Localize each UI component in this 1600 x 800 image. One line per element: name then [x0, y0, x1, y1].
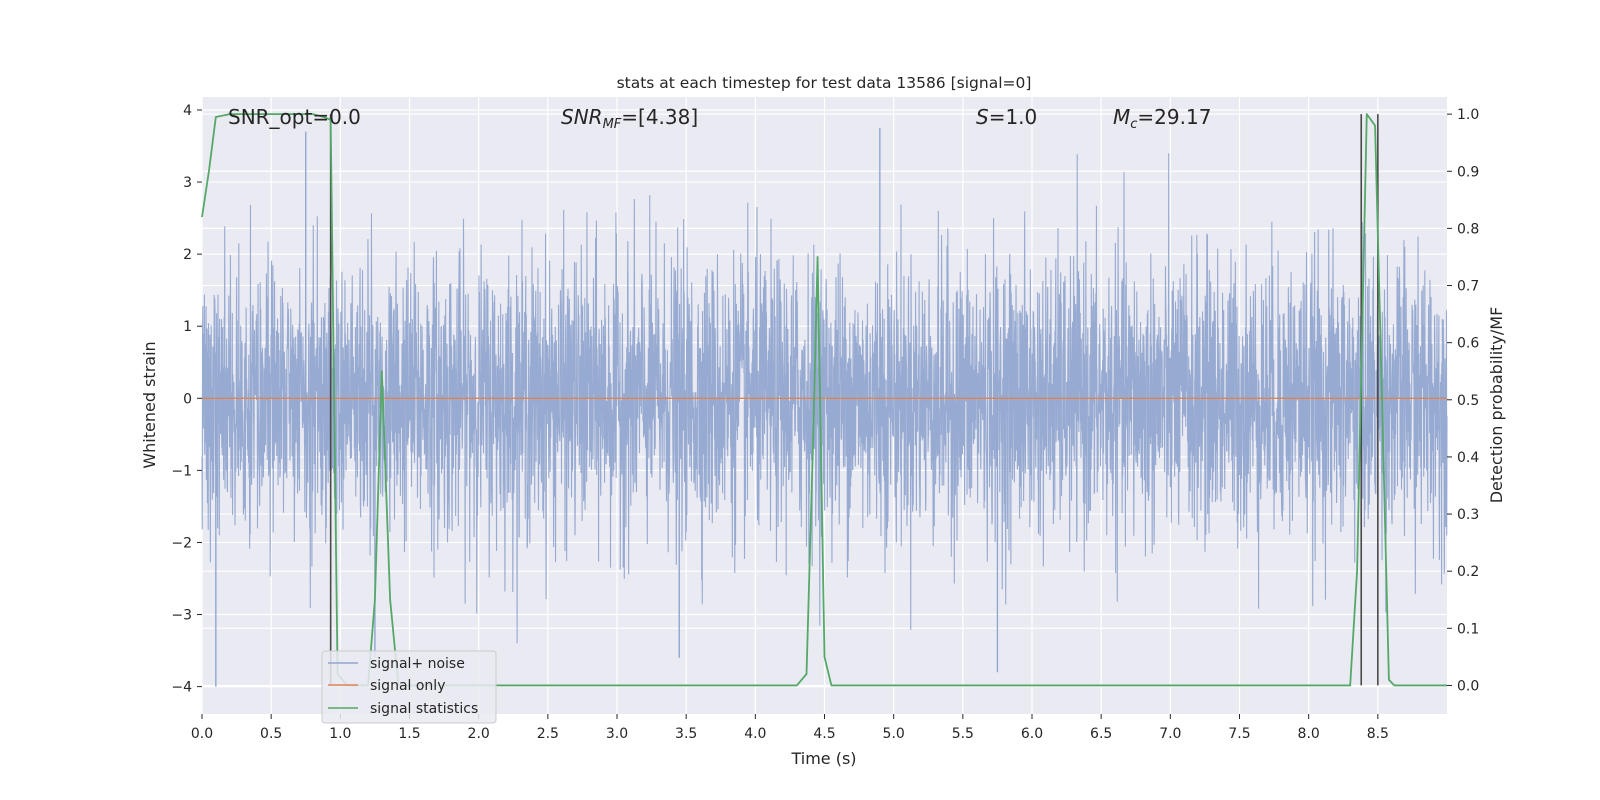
series-signal-noise	[201, 127, 1448, 687]
y-left-axis-ticks: 4 3 2 1 0 −1 −2 −3 −4	[171, 103, 202, 696]
annotation-snr-opt: SNR_opt=0.0	[228, 105, 361, 129]
y-left-axis-label: Whitened strain	[140, 341, 159, 468]
y-left-tick-label: 3	[183, 175, 192, 191]
x-tick-label: 6.0	[1021, 726, 1043, 742]
annotation-snr-mf: SNRMF=[4.38]	[561, 105, 698, 132]
x-tick-label: 0.0	[191, 726, 213, 742]
x-tick-label: 8.0	[1298, 726, 1320, 742]
x-tick-label: 0.5	[260, 726, 282, 742]
legend: signal+ noise signal only signal statist…	[321, 650, 497, 724]
y-left-tick-label: −3	[171, 608, 192, 624]
x-tick-label: 4.5	[813, 726, 835, 742]
y-right-tick-label: 0.3	[1457, 507, 1479, 523]
y-right-tick-label: 0.8	[1457, 221, 1479, 237]
y-left-tick-label: 2	[183, 247, 192, 263]
y-left-tick-label: 4	[183, 103, 192, 119]
annotations: SNR_opt=0.0 SNRMF=[4.38] S=1.0 Mc=29.17	[228, 105, 1211, 132]
y-right-axis-ticks: 1.0 0.9 0.8 0.7 0.6 0.5 0.4 0.3 0.2 0.1 0.0	[1447, 107, 1479, 694]
x-tick-label: 5.0	[883, 726, 905, 742]
legend-label-signal-only: signal only	[370, 678, 445, 694]
x-tick-label: 7.0	[1159, 726, 1181, 742]
x-tick-label: 1.0	[329, 726, 351, 742]
x-tick-label: 3.5	[675, 726, 697, 742]
y-right-axis-label: Detection probability/MF	[1487, 307, 1506, 504]
y-right-tick-label: 0.7	[1457, 279, 1479, 295]
x-tick-label: 6.5	[1090, 726, 1112, 742]
y-left-tick-label: −1	[171, 463, 192, 479]
y-right-tick-label: 1.0	[1457, 107, 1479, 123]
statistics-line	[201, 113, 1447, 687]
x-tick-label: 3.0	[606, 726, 628, 742]
x-tick-label: 2.0	[468, 726, 490, 742]
x-tick-label: 8.5	[1367, 726, 1389, 742]
series-signal-statistics	[201, 113, 1447, 687]
y-right-tick-label: 0.9	[1457, 164, 1479, 180]
y-right-tick-label: 0.0	[1457, 678, 1479, 694]
y-right-tick-label: 0.2	[1457, 564, 1479, 580]
legend-label-signal-noise: signal+ noise	[370, 656, 465, 672]
noise-trace	[201, 153, 1448, 644]
y-right-tick-label: 0.4	[1457, 450, 1479, 466]
x-axis-label: Time (s)	[790, 749, 856, 768]
y-left-tick-label: 1	[183, 319, 192, 335]
annotation-mc: Mc=29.17	[1113, 105, 1211, 132]
y-right-tick-label: 0.6	[1457, 336, 1479, 352]
legend-box	[321, 650, 497, 724]
x-axis-ticks: 0.0 0.5 1.0 1.5 2.0 2.5 3.0 3.5 4.0 4.5 5.0 5.5 6.0 6…	[191, 714, 1389, 742]
chart-title: stats at each timestep for test data 135…	[617, 74, 1032, 92]
y-left-tick-label: 0	[183, 391, 192, 407]
annotation-s: S=1.0	[976, 105, 1037, 129]
x-tick-label: 4.0	[744, 726, 766, 742]
y-right-tick-label: 0.5	[1457, 393, 1479, 409]
y-left-tick-label: −2	[171, 535, 192, 551]
y-right-tick-label: 0.1	[1457, 621, 1479, 637]
x-tick-label: 5.5	[952, 726, 974, 742]
legend-label-signal-statistics: signal statistics	[370, 701, 478, 717]
x-tick-label: 7.5	[1228, 726, 1250, 742]
x-tick-label: 2.5	[537, 726, 559, 742]
y-left-tick-label: −4	[171, 680, 192, 696]
x-tick-label: 1.5	[398, 726, 420, 742]
